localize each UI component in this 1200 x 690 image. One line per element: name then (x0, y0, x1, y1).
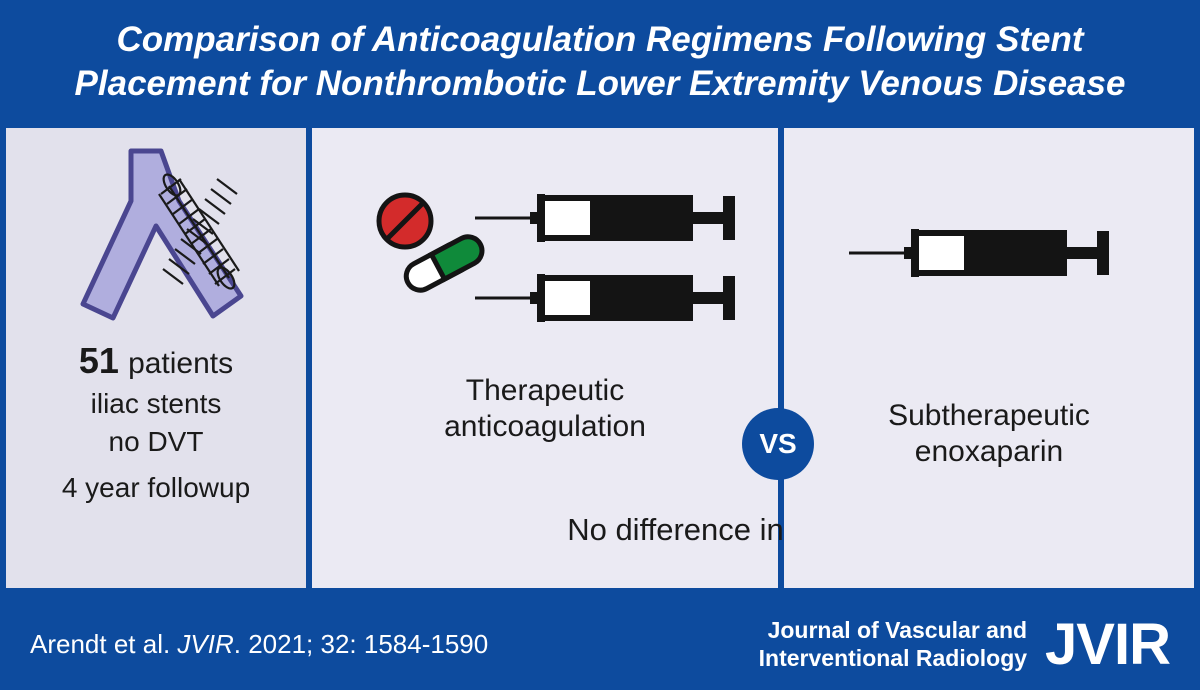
panel-patients: 51 patients iliac stents no DVT 4 year f… (6, 128, 306, 588)
panel-therapeutic: Therapeutic anticoagulation VS No differ… (312, 128, 778, 588)
syringe-bottom-icon (475, 274, 735, 322)
detail-dvt: no DVT (109, 426, 204, 458)
therapeutic-label-l2: anticoagulation (444, 410, 646, 443)
title-header: Comparison of Anticoagulation Regimens F… (0, 0, 1200, 128)
detail-followup: 4 year followup (62, 472, 250, 504)
content-row: 51 patients iliac stents no DVT 4 year f… (0, 128, 1200, 588)
patients-count: 51 patients (79, 340, 233, 382)
journal-name-l2: Interventional Radiology (759, 645, 1027, 671)
subtherapeutic-label-l1: Subtherapeutic (888, 399, 1090, 432)
citation: Arendt et al. JVIR. 2021; 32: 1584-1590 (30, 629, 488, 660)
therapeutic-icons (345, 128, 745, 353)
detail-iliac: iliac stents (91, 388, 222, 420)
vein-stent-icon (61, 128, 251, 326)
subtherapeutic-label: Subtherapeutic enoxaparin (888, 398, 1090, 470)
jvir-logo: JVIR (1045, 611, 1170, 678)
therapeutic-label: Therapeutic anticoagulation (444, 373, 646, 445)
vs-badge: VS (742, 408, 814, 480)
syringe-top-icon (475, 194, 735, 242)
journal-block: Journal of Vascular and Interventional R… (759, 611, 1170, 678)
journal-name-l1: Journal of Vascular and (768, 617, 1027, 643)
panel-subtherapeutic: Subtherapeutic enoxaparin (784, 128, 1194, 588)
therapeutic-label-l1: Therapeutic (466, 374, 624, 407)
page-title: Comparison of Anticoagulation Regimens F… (40, 18, 1160, 106)
subtherapeutic-label-l2: enoxaparin (915, 435, 1063, 468)
footer: Arendt et al. JVIR. 2021; 32: 1584-1590 … (0, 588, 1200, 690)
n-patients-number: 51 (79, 340, 119, 381)
n-patients-label: patients (128, 347, 233, 380)
citation-rest: . 2021; 32: 1584-1590 (234, 629, 488, 659)
journal-name: Journal of Vascular and Interventional R… (759, 617, 1027, 672)
citation-author: Arendt et al. (30, 629, 177, 659)
subtherapeutic-icons (829, 128, 1149, 358)
pill-red-icon (379, 195, 431, 247)
citation-journal: JVIR (177, 629, 233, 659)
syringe-single-icon (849, 229, 1109, 277)
